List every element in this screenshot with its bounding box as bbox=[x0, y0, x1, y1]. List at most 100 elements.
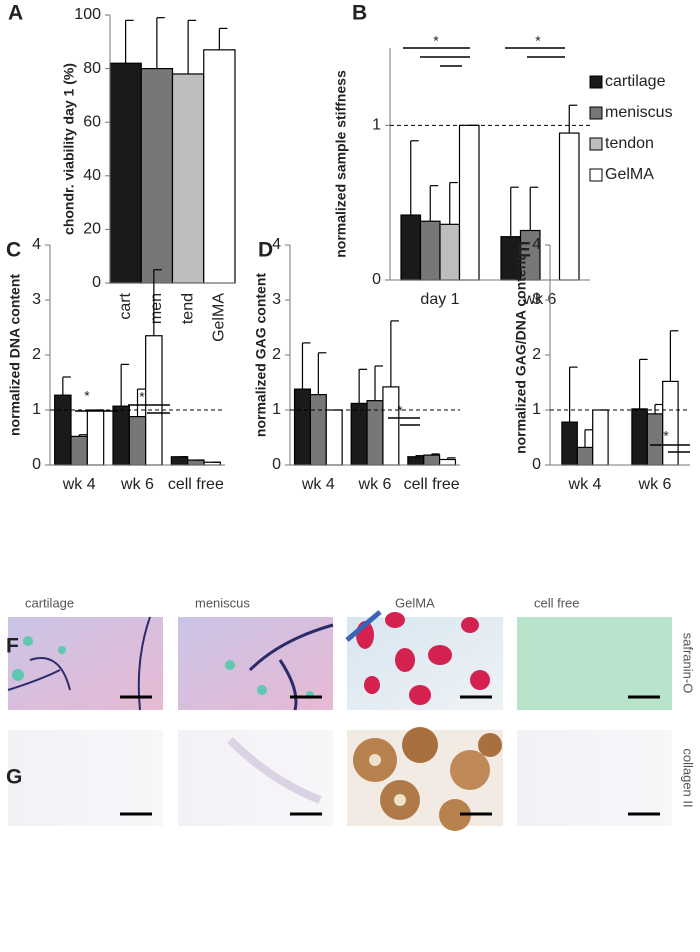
bar bbox=[86, 409, 105, 466]
panel-letter: F bbox=[6, 635, 19, 658]
x-tick-label: wk 6 bbox=[358, 476, 392, 493]
y-tick-label: 0 bbox=[272, 456, 281, 473]
significance-star: * bbox=[139, 389, 145, 405]
legend-swatch bbox=[589, 168, 603, 182]
y-tick-label: 2 bbox=[272, 346, 281, 363]
y-tick-label: 1 bbox=[532, 401, 541, 418]
column-label: cartilage bbox=[25, 595, 74, 610]
y-axis-label: normalized GAG/DNA content bbox=[513, 256, 529, 454]
bar bbox=[646, 413, 664, 466]
y-tick-label: 2 bbox=[32, 346, 41, 363]
x-tick-label: day 1 bbox=[420, 291, 459, 308]
bar bbox=[54, 394, 72, 466]
legend-swatch bbox=[589, 137, 603, 151]
bar bbox=[407, 456, 425, 466]
x-tick-label: men bbox=[148, 293, 165, 324]
bar bbox=[109, 62, 142, 284]
bar bbox=[171, 73, 205, 284]
y-tick-label: 2 bbox=[532, 346, 541, 363]
y-tick-label: 0 bbox=[32, 456, 41, 473]
x-tick-label: GelMA bbox=[211, 293, 228, 342]
panel-letter: G bbox=[6, 766, 22, 789]
bar bbox=[423, 454, 441, 466]
bar bbox=[558, 132, 580, 281]
legend-label: cartilage bbox=[605, 73, 666, 90]
row-label: safranin-O bbox=[681, 633, 696, 694]
bar bbox=[350, 402, 368, 466]
legend-swatch bbox=[589, 106, 603, 120]
bar bbox=[576, 446, 594, 466]
y-tick-label: 3 bbox=[272, 291, 281, 308]
legend-label: tendon bbox=[605, 135, 654, 152]
bar bbox=[439, 223, 461, 281]
bar bbox=[325, 409, 343, 466]
x-tick-label: cart bbox=[117, 292, 134, 319]
y-tick-label: 80 bbox=[83, 60, 101, 77]
y-tick-label: 1 bbox=[372, 117, 381, 134]
y-tick-label: 1 bbox=[272, 401, 281, 418]
x-tick-label: wk 4 bbox=[62, 476, 96, 493]
y-tick-label: 100 bbox=[74, 6, 101, 23]
significance-star: * bbox=[663, 428, 669, 444]
y-tick-label: 4 bbox=[32, 236, 41, 253]
panel-letter: E bbox=[517, 239, 531, 262]
bar bbox=[458, 124, 480, 281]
y-tick-label: 20 bbox=[83, 221, 101, 238]
bar bbox=[400, 214, 422, 281]
column-label: cell free bbox=[534, 595, 580, 610]
bar bbox=[140, 67, 174, 284]
y-tick-label: 60 bbox=[83, 113, 101, 130]
bar bbox=[382, 386, 400, 466]
bar bbox=[561, 421, 578, 466]
x-tick-label: wk 4 bbox=[568, 476, 602, 493]
bar bbox=[170, 456, 189, 466]
panel-letter: D bbox=[258, 239, 273, 262]
y-tick-label: 3 bbox=[532, 291, 541, 308]
y-tick-label: 1 bbox=[32, 401, 41, 418]
y-tick-label: 0 bbox=[372, 271, 381, 288]
significance-star: * bbox=[84, 388, 90, 404]
panel-letter: C bbox=[6, 239, 21, 262]
y-axis-label: chondr. viability day 1 (%) bbox=[61, 63, 77, 235]
bar bbox=[419, 220, 441, 281]
column-label: GelMA bbox=[395, 595, 435, 610]
bar bbox=[112, 405, 130, 466]
y-tick-label: 4 bbox=[272, 236, 281, 253]
legend-label: meniscus bbox=[605, 104, 673, 121]
y-tick-label: 0 bbox=[92, 274, 101, 291]
y-axis-label: normalized GAG content bbox=[253, 273, 269, 437]
y-tick-label: 3 bbox=[32, 291, 41, 308]
y-tick-label: 40 bbox=[83, 167, 101, 184]
bar bbox=[631, 408, 648, 466]
y-tick-label: 4 bbox=[532, 236, 541, 253]
x-tick-label: tend bbox=[179, 293, 196, 324]
x-tick-label: wk 6 bbox=[638, 476, 672, 493]
bar bbox=[70, 435, 88, 466]
panel-letter: A bbox=[8, 2, 23, 25]
bar bbox=[439, 458, 457, 466]
significance-star: * bbox=[433, 33, 439, 49]
x-tick-label: wk 4 bbox=[301, 476, 335, 493]
x-tick-label: wk 6 bbox=[120, 476, 154, 493]
column-label: meniscus bbox=[195, 595, 250, 610]
x-tick-label: wk 6 bbox=[523, 291, 557, 308]
x-tick-label: cell free bbox=[168, 476, 224, 493]
bar bbox=[145, 335, 163, 466]
y-axis-label: normalized DNA content bbox=[7, 274, 23, 436]
bar bbox=[187, 459, 205, 466]
y-tick-label: 0 bbox=[532, 456, 541, 473]
bar bbox=[592, 409, 609, 466]
bar bbox=[203, 49, 236, 284]
significance-star: * bbox=[535, 33, 541, 49]
bar bbox=[309, 394, 327, 466]
micrographs bbox=[7, 610, 672, 831]
x-tick-label: cell free bbox=[404, 476, 460, 493]
significance-star: * bbox=[397, 403, 403, 419]
panel-letter: B bbox=[352, 2, 367, 25]
